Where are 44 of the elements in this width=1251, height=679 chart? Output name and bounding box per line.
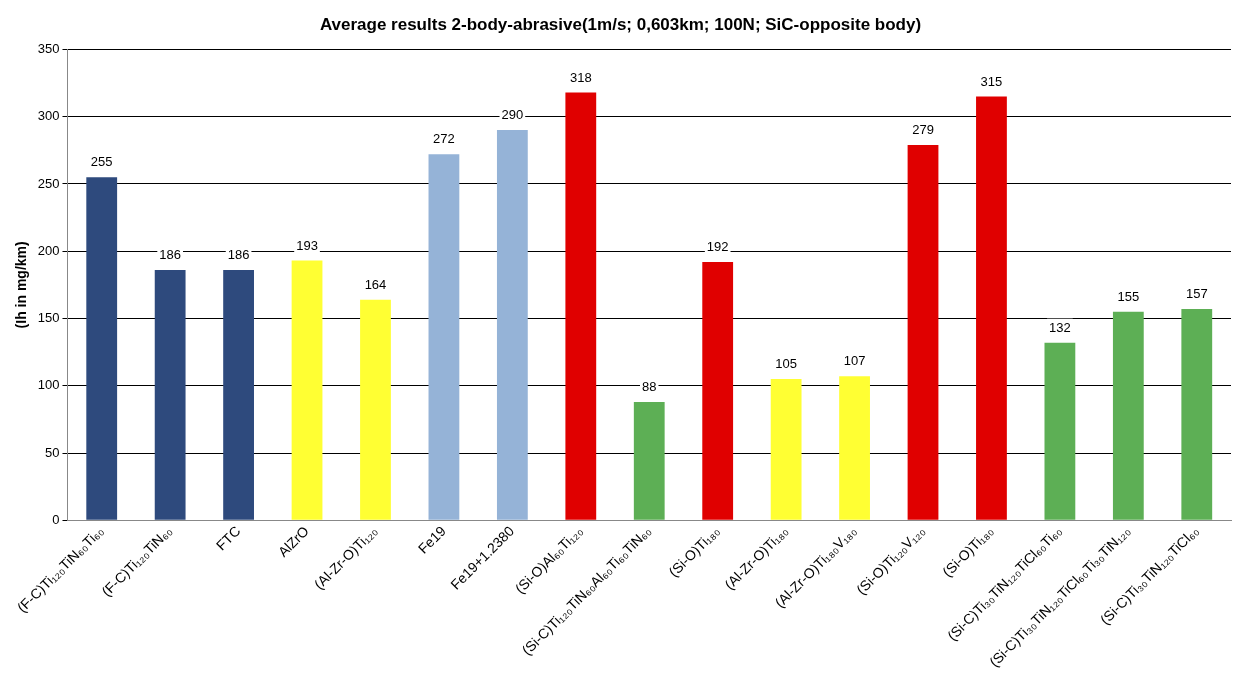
y-tick-label: 150 [37, 310, 60, 326]
data-label: 155 [1117, 288, 1140, 304]
y-tick-label: 100 [37, 377, 60, 393]
bar [839, 376, 870, 520]
data-label: 157 [1185, 286, 1208, 302]
data-label: 186 [227, 247, 250, 263]
y-tick-label: 350 [37, 40, 60, 56]
chart-title: Average results 2-body-abrasive(1m/s; 0,603km; 100N; SiC-opposite body) [319, 14, 922, 34]
bar [1181, 309, 1213, 520]
bar [496, 130, 528, 520]
data-label: 272 [433, 131, 455, 147]
bar [702, 261, 734, 520]
y-axis-title: (Ih in mg/km) [13, 241, 30, 329]
data-label: 192 [706, 239, 729, 255]
data-label: 186 [159, 247, 181, 263]
bar [86, 177, 118, 520]
data-label: 88 [642, 378, 657, 394]
data-label: 290 [501, 107, 524, 123]
bar [770, 379, 802, 520]
data-label: 318 [569, 69, 592, 85]
y-tick-label: 300 [37, 108, 60, 124]
data-label: 255 [90, 154, 113, 170]
data-label: 132 [1049, 319, 1071, 335]
y-tick-label: 0 [52, 511, 60, 527]
data-label: 315 [980, 73, 1003, 89]
y-tick-label: 50 [45, 444, 60, 460]
bar [565, 92, 597, 520]
bar [428, 154, 460, 520]
bar [360, 299, 391, 520]
data-label: 164 [364, 276, 387, 292]
bar [976, 96, 1007, 520]
data-label: 107 [843, 353, 866, 369]
bar [223, 270, 254, 520]
data-label: 279 [912, 122, 934, 137]
bar [1112, 311, 1144, 520]
data-label: 193 [296, 237, 318, 253]
y-tick-label: 200 [37, 242, 60, 258]
bar [154, 270, 186, 520]
bar [291, 260, 323, 520]
y-tick-label: 250 [37, 175, 60, 191]
data-label: 105 [775, 356, 797, 372]
bar [907, 144, 939, 520]
bar [633, 401, 665, 520]
bar [1044, 342, 1076, 520]
